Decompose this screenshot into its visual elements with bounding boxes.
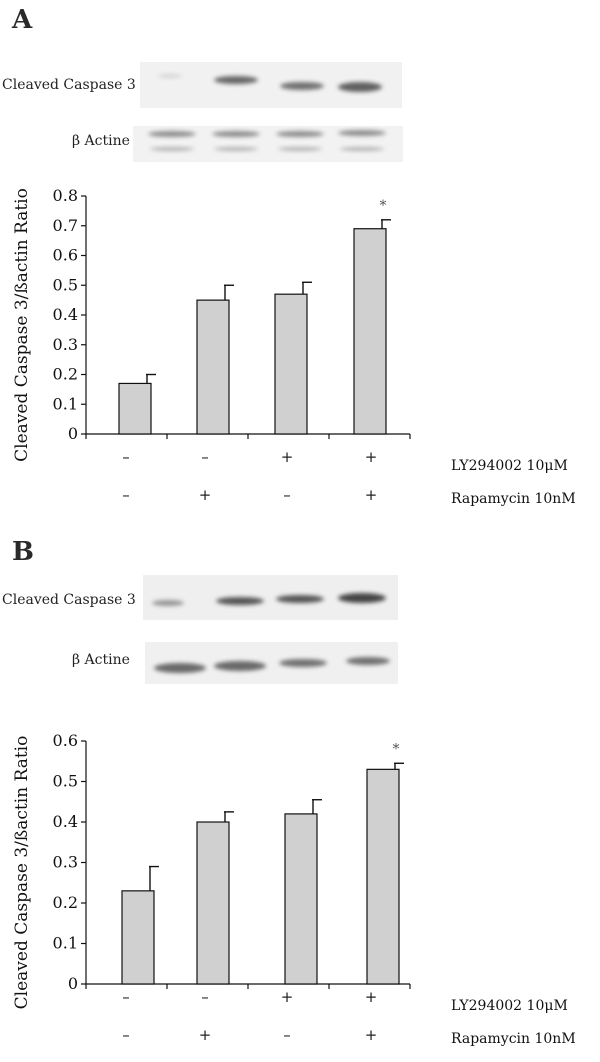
panel-a-bar — [196, 299, 230, 435]
panel-b-bar-chart: Cleaved Caspase 3/ßactin Ratio 0 0.1 0.2 0.… — [12, 731, 411, 1010]
panel-a-condition-sign: + — [281, 448, 294, 466]
panel-a-condition-sign: + — [199, 486, 212, 504]
panel-a-actin-label: β Actine — [72, 133, 130, 149]
blot-band — [279, 659, 327, 667]
blot-band — [158, 74, 182, 78]
panel-a-western-blot: Cleaved Caspase 3 β Actine — [2, 62, 403, 162]
panel-a-y-tick-label: 0.2 — [53, 365, 78, 384]
panel-b-western-blot: Cleaved Caspase 3 β Actine — [2, 575, 398, 684]
panel-a-significance-marker: * — [380, 198, 387, 214]
panel-a: A Cleaved Caspase 3 β Actine Cleaved Cas… — [2, 5, 576, 507]
panel-b-y-tick-label: 0.2 — [53, 893, 78, 912]
blot-band — [338, 593, 386, 603]
panel-a-bar — [274, 293, 308, 435]
blot-band — [346, 657, 390, 665]
blot-band — [338, 82, 382, 92]
panel-a-bar — [353, 228, 387, 435]
panel-a-condition-sign: + — [365, 486, 378, 504]
panel-a-y-tick-label: 0.7 — [53, 216, 78, 235]
panel-a-condition-sign: – — [122, 448, 130, 466]
panel-b-condition-sign: – — [122, 988, 130, 1006]
panel-a-y-tick-label: 0.5 — [53, 275, 78, 294]
panel-b-y-tick-label: 0 — [68, 974, 78, 993]
panel-b-y-tick-label: 0.5 — [53, 772, 78, 791]
panel-b-bar — [121, 890, 155, 985]
panel-a-letter: A — [11, 5, 33, 35]
panel-b-condition-sign: – — [283, 1026, 291, 1044]
panel-b-condition-table: – – + + – + – + LY294002 10μM Rapamycin 10nM — [122, 988, 575, 1047]
panel-b-bar — [284, 813, 318, 985]
blot-band — [338, 130, 386, 136]
blot-band — [280, 82, 324, 90]
blot-band — [152, 600, 184, 606]
blot-band — [212, 131, 260, 137]
panel-a-condition-sign: – — [201, 448, 209, 466]
panel-b-actin-label: β Actine — [72, 652, 130, 668]
blot-band — [214, 76, 258, 84]
blot-band — [216, 597, 264, 605]
panel-b-condition-sign: – — [201, 988, 209, 1006]
panel-b: B Cleaved Caspase 3 β Actine Cleaved Cas… — [2, 537, 576, 1047]
panel-b-letter: B — [12, 537, 34, 567]
blot-band — [340, 147, 384, 151]
panel-b-bar — [366, 768, 400, 985]
panel-a-bands — [148, 74, 386, 151]
panel-a-condition-sign: – — [122, 486, 130, 504]
panel-a-condition-sign: + — [365, 448, 378, 466]
blot-band — [276, 131, 324, 137]
panel-a-y-tick-label: 0.3 — [53, 335, 78, 354]
panel-b-bar — [196, 821, 230, 985]
panel-b-ly294002-label: LY294002 10μM — [451, 998, 568, 1014]
panel-b-y-axis-label: Cleaved Caspase 3/ßactin Ratio — [12, 736, 32, 1010]
panel-b-condition-sign: + — [365, 988, 378, 1006]
panel-b-condition-sign: + — [281, 988, 294, 1006]
blot-band — [214, 147, 258, 151]
panel-b-significance-marker: * — [393, 741, 400, 757]
blot-band — [154, 663, 206, 673]
panel-b-condition-sign: – — [122, 1026, 130, 1044]
panel-b-y-tick-label: 0.6 — [53, 731, 78, 750]
panel-b-condition-sign: + — [199, 1026, 212, 1044]
panel-a-caspase-label: Cleaved Caspase 3 — [2, 77, 136, 93]
panel-a-y-tick-label: 0.8 — [53, 186, 78, 205]
panel-a-bar — [118, 382, 152, 435]
panel-a-condition-table: – – + + – + – + LY294002 10μM Rapamycin 10nM — [122, 448, 575, 507]
panel-b-y-tick-label: 0.3 — [53, 853, 78, 872]
panel-b-sign-rows: – – + + – + – + — [122, 988, 377, 1044]
panel-a-y-axis-label: Cleaved Caspase 3/ßactin Ratio — [12, 188, 32, 462]
panel-a-y-tick-label: 0.4 — [53, 305, 78, 324]
blot-band — [148, 131, 196, 137]
panel-a-y-tick-label: 0.6 — [53, 246, 78, 265]
panel-b-y-tick-label: 0.4 — [53, 812, 78, 831]
blot-band — [214, 661, 266, 671]
blot-band — [150, 147, 194, 151]
panel-a-sign-rows: – – + + – + – + — [122, 448, 377, 504]
blot-band — [278, 147, 322, 151]
panel-a-y-tick-label: 0.1 — [53, 394, 78, 413]
panel-b-condition-sign: + — [365, 1026, 378, 1044]
panel-a-rapamycin-label: Rapamycin 10nM — [451, 491, 576, 507]
panel-a-bar-chart: Cleaved Caspase 3/ßactin Ratio 0 0.1 0.2 0.… — [12, 186, 411, 462]
panel-a-condition-sign: – — [283, 486, 291, 504]
blot-band — [276, 595, 324, 603]
panel-a-ly294002-label: LY294002 10μM — [451, 458, 568, 474]
panel-b-caspase-label: Cleaved Caspase 3 — [2, 592, 136, 608]
panel-a-y-tick-label: 0 — [68, 424, 78, 443]
panel-b-bands — [152, 593, 390, 673]
panel-b-rapamycin-label: Rapamycin 10nM — [451, 1031, 576, 1047]
panel-b-y-tick-label: 0.1 — [53, 934, 78, 953]
